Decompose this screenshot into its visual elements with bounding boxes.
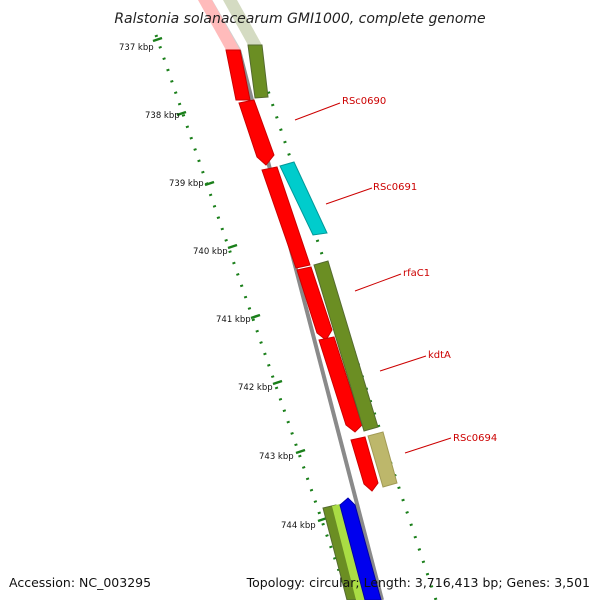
gene-red-6 — [350, 436, 379, 492]
gene-label-kdta: kdtA — [428, 350, 451, 361]
leader-rsc0691 — [325, 187, 373, 205]
map-title: Ralstonia solanacearum GMI1000, complete… — [114, 11, 485, 27]
tick-label-742: 742 kbp — [238, 383, 273, 393]
gene-label-rfac1: rfaC1 — [403, 268, 430, 279]
tick-label-739: 739 kbp — [169, 179, 204, 189]
leader-rfac1 — [354, 273, 402, 292]
tick-label-740: 740 kbp — [193, 247, 228, 257]
tick-label-743: 743 kbp — [259, 452, 294, 462]
gene-label-rsc0694: RSc0694 — [453, 433, 497, 444]
gene-red-3 — [261, 166, 311, 269]
accession-text: Accession: NC_003295 — [9, 575, 151, 590]
gene-faded-olive — [223, 0, 262, 45]
gene-faded-red — [198, 0, 240, 50]
gene-red-4 — [296, 266, 333, 341]
ruler-ticks — [152, 36, 328, 523]
gene-red-5 — [318, 336, 363, 433]
leader-kdta — [379, 355, 427, 372]
leader-rsc0694 — [404, 437, 452, 454]
tick-label-741: 741 kbp — [216, 315, 251, 325]
tick-label-737: 737 kbp — [119, 43, 154, 53]
genome-summary-text: Topology: circular; Length: 3,716,413 bp… — [246, 575, 590, 590]
gene-khaki — [367, 431, 398, 488]
gene-cyan-rfac — [279, 161, 328, 236]
gene-olive-1 — [247, 44, 269, 99]
gene-red-2 — [238, 99, 275, 166]
gene-olive-2 — [313, 260, 379, 432]
gene-light-green — [332, 504, 366, 600]
gene-label-rsc0690: RSc0690 — [342, 96, 386, 107]
gene-red-1 — [225, 49, 251, 101]
gene-label-rsc0691: RSc0691 — [373, 182, 417, 193]
leader-rsc0690 — [294, 102, 341, 121]
tick-label-744: 744 kbp — [281, 521, 316, 531]
gene-blue — [339, 497, 382, 600]
tick-label-738: 738 kbp — [145, 111, 180, 121]
